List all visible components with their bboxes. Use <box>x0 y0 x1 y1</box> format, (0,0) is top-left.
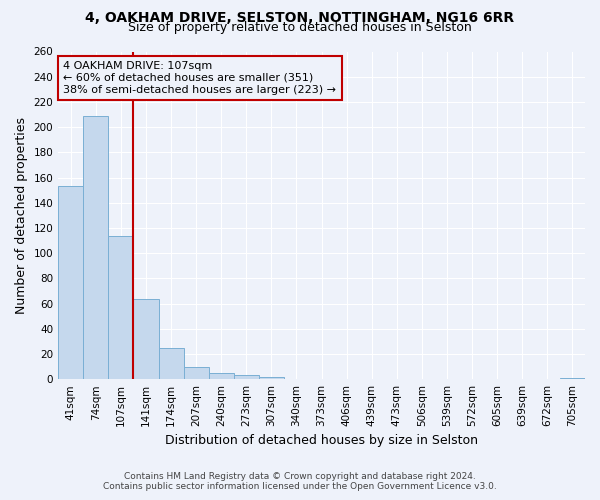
Bar <box>560 378 585 379</box>
Bar <box>158 348 184 379</box>
X-axis label: Distribution of detached houses by size in Selston: Distribution of detached houses by size … <box>165 434 478 448</box>
Bar <box>184 366 209 379</box>
Text: 4, OAKHAM DRIVE, SELSTON, NOTTINGHAM, NG16 6RR: 4, OAKHAM DRIVE, SELSTON, NOTTINGHAM, NG… <box>85 11 515 25</box>
Bar <box>109 236 133 379</box>
Y-axis label: Number of detached properties: Number of detached properties <box>15 117 28 314</box>
Text: 4 OAKHAM DRIVE: 107sqm
← 60% of detached houses are smaller (351)
38% of semi-de: 4 OAKHAM DRIVE: 107sqm ← 60% of detached… <box>64 62 337 94</box>
Bar <box>209 373 234 379</box>
Bar <box>83 116 109 379</box>
Bar <box>58 186 83 379</box>
Bar <box>133 298 158 379</box>
Bar <box>259 376 284 379</box>
Text: Contains HM Land Registry data © Crown copyright and database right 2024.
Contai: Contains HM Land Registry data © Crown c… <box>103 472 497 491</box>
Bar <box>234 376 259 379</box>
Text: Size of property relative to detached houses in Selston: Size of property relative to detached ho… <box>128 22 472 35</box>
